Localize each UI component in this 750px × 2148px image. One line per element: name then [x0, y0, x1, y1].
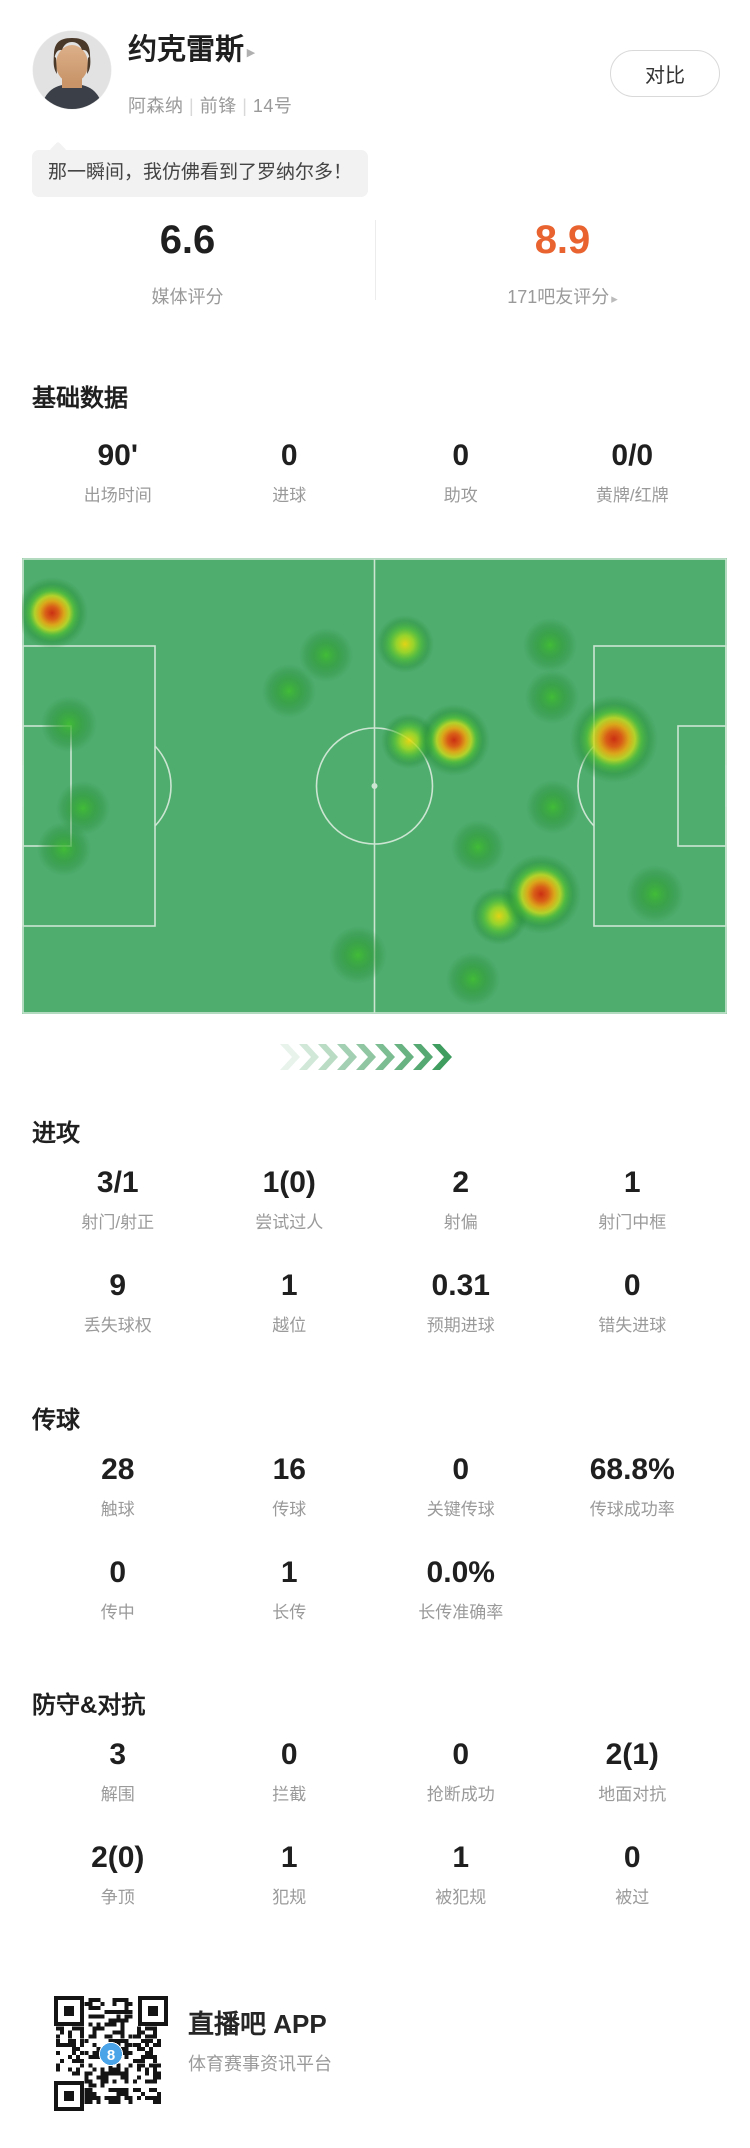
svg-text:8: 8 — [107, 2047, 115, 2064]
